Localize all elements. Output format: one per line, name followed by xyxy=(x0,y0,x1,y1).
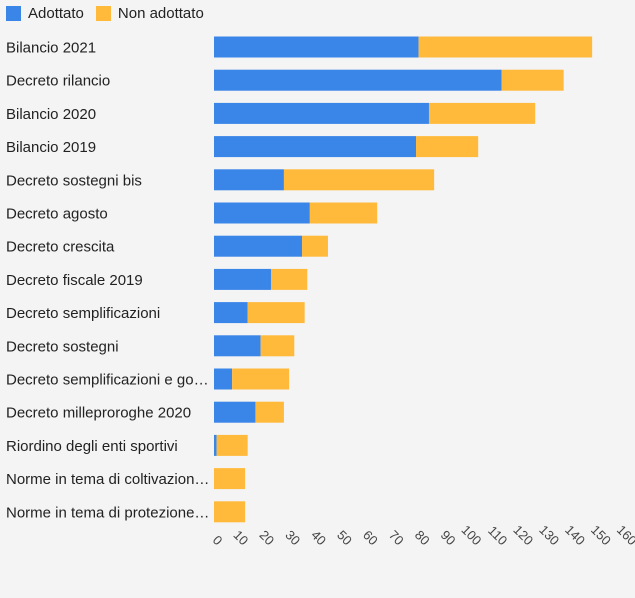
x-tick-label: 40 xyxy=(308,527,329,548)
bar-segment-adopted xyxy=(214,169,284,191)
bar-segment-adopted xyxy=(214,368,233,390)
x-tick-label: 120 xyxy=(510,522,536,548)
bar-segment-not-adopted xyxy=(247,302,305,324)
bar-segment-not-adopted xyxy=(309,202,378,224)
category-label: Norme in tema di protezione… xyxy=(6,504,209,521)
bar-segment-not-adopted xyxy=(214,501,246,523)
category-label: Bilancio 2021 xyxy=(6,40,96,57)
category-label: Riordino degli enti sportivi xyxy=(6,438,178,455)
bar-segment-adopted xyxy=(214,401,256,423)
x-tick-label: 160 xyxy=(614,522,635,548)
x-tick-label: 140 xyxy=(562,522,588,548)
bar-segment-not-adopted xyxy=(501,69,564,91)
legend-label-adopted: Adottato xyxy=(28,5,84,22)
bar-segment-not-adopted xyxy=(214,468,246,490)
bar-segment-not-adopted xyxy=(270,268,308,290)
bar-segment-adopted xyxy=(214,136,417,158)
legend-swatch-not-adopted xyxy=(95,6,111,21)
x-tick-label: 50 xyxy=(334,527,355,548)
category-label: Bilancio 2019 xyxy=(6,139,96,156)
bar-segment-not-adopted xyxy=(232,368,290,390)
bar-segment-adopted xyxy=(214,102,429,124)
x-tick-label: 60 xyxy=(360,527,381,548)
bar-segment-not-adopted xyxy=(260,335,295,357)
chart-legend: Adottato Non adottato xyxy=(6,5,204,22)
bar-segment-not-adopted xyxy=(283,169,435,191)
bar-segment-adopted xyxy=(214,434,217,456)
bar-segment-adopted xyxy=(214,36,419,58)
category-label: Bilancio 2020 xyxy=(6,106,96,123)
x-tick-label: 80 xyxy=(412,527,433,548)
bar-segment-not-adopted xyxy=(416,136,479,158)
x-tick-label: 90 xyxy=(438,527,459,548)
category-label: Decreto fiscale 2019 xyxy=(6,272,143,289)
category-label: Decreto sostegni xyxy=(6,338,119,355)
legend-label-not-adopted: Non adottato xyxy=(117,5,204,22)
category-label: Decreto sostegni bis xyxy=(6,172,142,189)
legend-swatch-adopted xyxy=(6,6,21,21)
category-label: Decreto crescita xyxy=(6,239,115,256)
bar-segment-adopted xyxy=(214,235,303,257)
bar-segment-adopted xyxy=(214,202,310,224)
bar-segment-adopted xyxy=(214,268,271,290)
category-label: Decreto semplificazioni e go… xyxy=(6,372,209,389)
category-label: Norme in tema di coltivazion… xyxy=(6,471,209,488)
category-label: Decreto rilancio xyxy=(6,73,110,90)
bar-segment-not-adopted xyxy=(255,401,284,423)
x-tick-label: 130 xyxy=(536,522,562,548)
category-label: Decreto agosto xyxy=(6,206,108,223)
legend-item-adopted[interactable]: Adottato xyxy=(6,5,84,22)
bar-segment-not-adopted xyxy=(428,102,536,124)
x-tick-label: 0 xyxy=(210,532,226,548)
x-tick-label: 110 xyxy=(485,523,510,548)
bar-segment-not-adopted xyxy=(418,36,593,58)
bar-segment-adopted xyxy=(214,69,502,91)
x-tick-label: 20 xyxy=(256,527,277,548)
x-tick-label: 70 xyxy=(386,527,407,548)
category-label: Decreto semplificazioni xyxy=(6,305,160,322)
bar-segment-adopted xyxy=(214,302,248,324)
category-label: Decreto milleproroghe 2020 xyxy=(6,405,191,422)
bar-segment-not-adopted xyxy=(302,235,328,257)
x-tick-label: 100 xyxy=(459,522,485,548)
x-tick-label: 30 xyxy=(282,527,303,548)
x-tick-label: 150 xyxy=(588,522,614,548)
legend-item-not-adopted[interactable]: Non adottato xyxy=(95,5,204,22)
bar-segment-not-adopted xyxy=(216,434,248,456)
bar-segment-adopted xyxy=(214,335,261,357)
x-tick-label: 10 xyxy=(231,527,252,548)
